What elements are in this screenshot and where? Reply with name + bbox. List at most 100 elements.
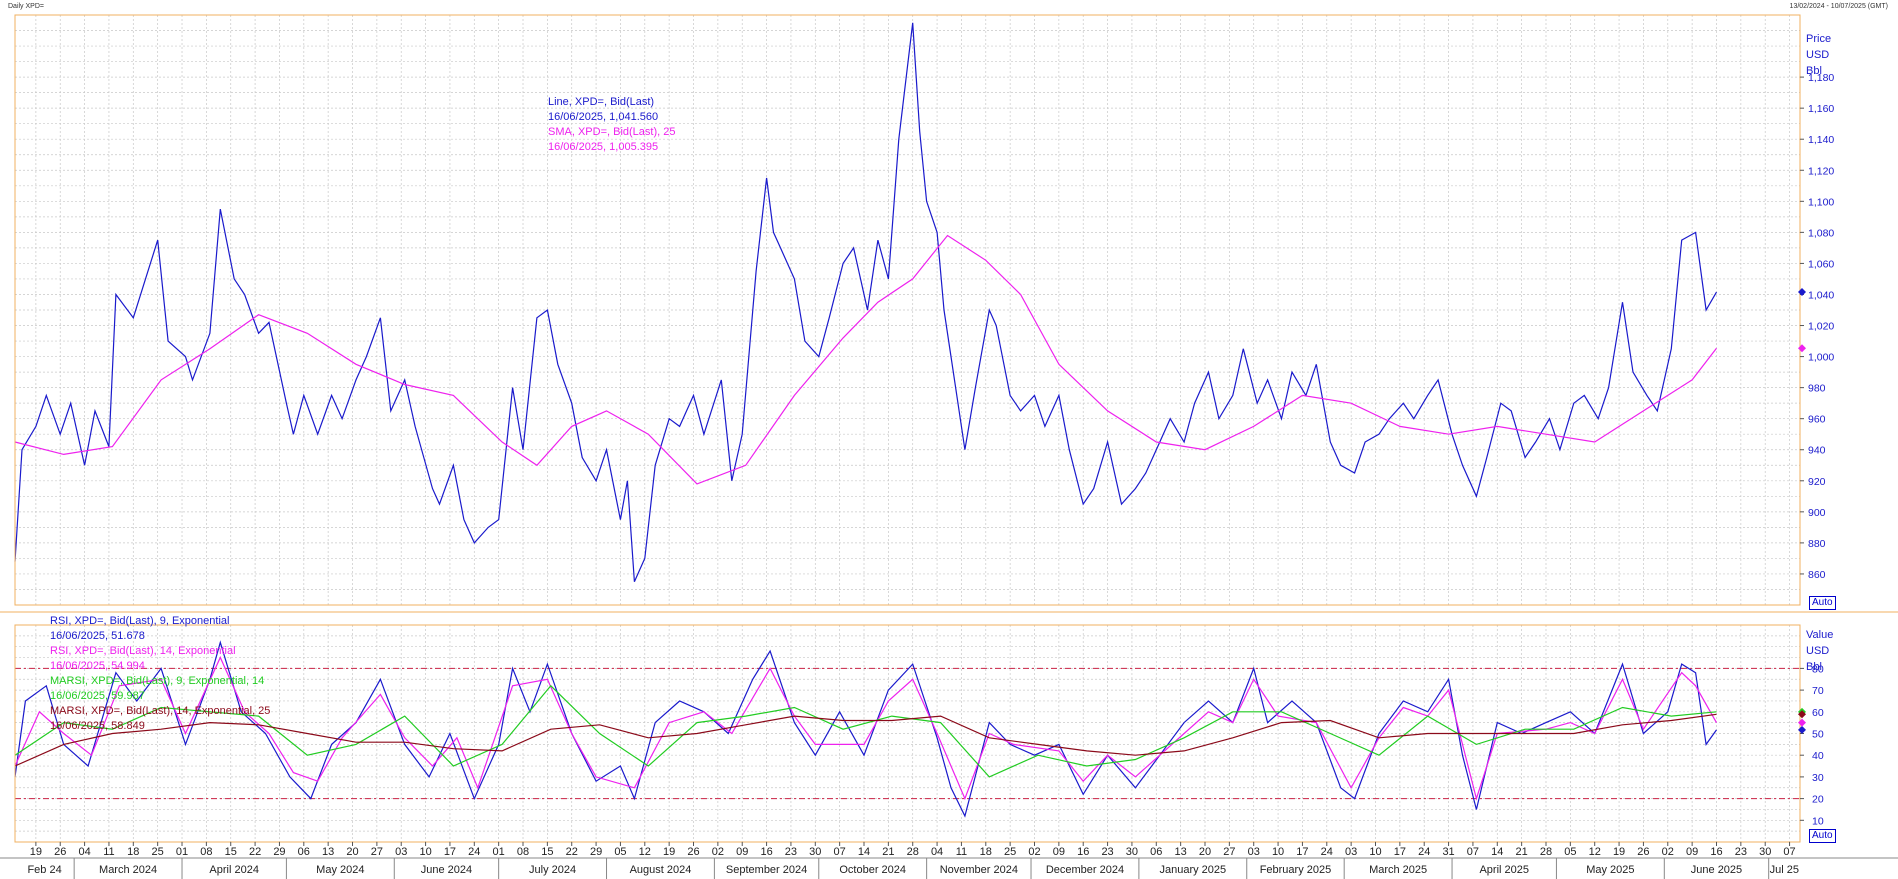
month-label: February 2025 [1260,864,1332,876]
x-tick-label: 15 [541,846,553,858]
x-tick-label: 07 [1783,846,1795,858]
x-tick-label: 13 [1175,846,1187,858]
month-label: April 2024 [209,864,259,876]
x-tick-label: 22 [566,846,578,858]
y-tick-label: 860 [1808,569,1826,581]
month-label: January 2025 [1159,864,1226,876]
x-tick-label: 18 [980,846,992,858]
x-tick-label: 13 [322,846,334,858]
x-tick-label: 21 [1516,846,1528,858]
indicator-legend-line: 16/06/2025, 54.994 [50,660,145,672]
y-tick-label: 1,140 [1808,134,1834,146]
x-tick-label: 06 [1150,846,1162,858]
x-tick-label: 31 [1442,846,1454,858]
indicator-legend-line: RSI, XPD=, Bid(Last), 14, Exponential [50,645,236,657]
price-legend-line: 16/06/2025, 1,005.395 [548,141,659,153]
price-panel-series [14,22,1718,582]
y-tick-label: 30 [1812,772,1824,784]
x-tick-label: 10 [419,846,431,858]
last-value-marker [1798,288,1806,297]
x-tick-label: 04 [931,846,943,858]
indicator-auto-scale-button[interactable]: Auto [1809,829,1836,843]
y-tick-label: 10 [1812,815,1824,827]
x-tick-label: 02 [1028,846,1040,858]
y-tick-label: 1,040 [1808,289,1834,301]
month-label: Jul 25 [1770,864,1799,876]
last-value-marker [1798,725,1806,734]
x-tick-label: 19 [30,846,42,858]
x-tick-label: 19 [1613,846,1625,858]
x-tick-label: 23 [1735,846,1747,858]
month-label: June 2024 [421,864,472,876]
x-tick-label: 10 [1272,846,1284,858]
x-tick-label: 03 [395,846,407,858]
x-tick-label: 11 [956,846,967,858]
x-tick-label: 15 [225,846,237,858]
indicator-panel-series [14,640,1718,818]
y-tick-label: 1,160 [1808,103,1834,115]
month-label: May 2024 [316,864,364,876]
x-tick-label: 20 [1199,846,1211,858]
x-tick-label: 04 [78,846,90,858]
x-tick-label: 14 [858,846,870,858]
x-tick-label: 12 [1589,846,1601,858]
x-tick-label: 05 [614,846,626,858]
x-tick-label: 24 [1418,846,1430,858]
x-tick-label: 16 [760,846,772,858]
price-auto-scale-button[interactable]: Auto [1809,596,1836,610]
y-tick-label: 1,080 [1808,227,1834,239]
indicator-legend: RSI, XPD=, Bid(Last), 9, Exponential 16/0… [50,614,270,734]
x-tick-label: 14 [1491,846,1503,858]
instrument-header: Daily XPD= [8,3,44,10]
x-tick-label: 18 [127,846,139,858]
y-tick-label: 60 [1812,707,1824,719]
x-tick-label: 27 [1223,846,1235,858]
price-legend: Line, XPD=, Bid(Last) 16/06/2025, 1,041.5… [548,95,675,155]
time-axis[interactable]: 19 26 04 11 18 25 01 08 15 22 29 06 13 20 27 03 10 17 24 01… [0,842,1898,879]
indicator-legend-line: 16/06/2025, 51.678 [50,630,145,642]
x-tick-label: 16 [1710,846,1722,858]
month-label: October 2024 [839,864,906,876]
last-value-marker [1798,718,1806,727]
indicator-axis[interactable]: 10 20 30 40 50 60 70 80 Value USD Bbl [1800,629,1833,827]
x-tick-label: 20 [346,846,358,858]
x-tick-label: 08 [200,846,212,858]
price-axis[interactable]: 860 880 900 920 940 960 980 1,000 1,020 1,040 1,06… [1800,33,1834,581]
x-tick-label: 22 [249,846,261,858]
x-tick-label: 17 [444,846,456,858]
month-label: July 2024 [529,864,576,876]
x-tick-label: 26 [687,846,699,858]
x-tick-label: 24 [1321,846,1333,858]
month-label: November 2024 [940,864,1018,876]
x-tick-label: 01 [176,846,188,858]
x-tick-label: 30 [809,846,821,858]
date-range-header: 13/02/2024 - 10/07/2025 (GMT) [1789,3,1888,10]
x-tick-label: 02 [712,846,724,858]
rsi-reference-lines [15,667,1800,800]
price-panel-frame [14,14,1801,606]
x-tick-label: 16 [1077,846,1089,858]
x-tick-label: 30 [1126,846,1138,858]
month-label: June 2025 [1691,864,1742,876]
x-tick-label: 26 [54,846,66,858]
month-label: March 2024 [99,864,157,876]
x-tick-label: 07 [1467,846,1479,858]
x-tick-label: 27 [371,846,383,858]
y-tick-label: 1,180 [1808,72,1834,84]
y-tick-label: 1,000 [1808,352,1834,364]
x-tick-label: 10 [1369,846,1381,858]
y-tick-label: 1,120 [1808,165,1834,177]
price-legend-line: Line, XPD=, Bid(Last) [548,96,655,108]
month-label: March 2025 [1369,864,1427,876]
x-tick-label: 07 [834,846,846,858]
month-label: April 2025 [1479,864,1529,876]
indicator-legend-line: 16/06/2025, 59.987 [50,690,145,702]
x-tick-label: 17 [1394,846,1406,858]
x-tick-label: 12 [639,846,651,858]
x-tick-label: 25 [1004,846,1016,858]
month-label: May 2025 [1586,864,1634,876]
chart-grid [15,15,1800,842]
indicator-axis-title: USD [1806,645,1829,657]
series-line [14,22,1718,582]
